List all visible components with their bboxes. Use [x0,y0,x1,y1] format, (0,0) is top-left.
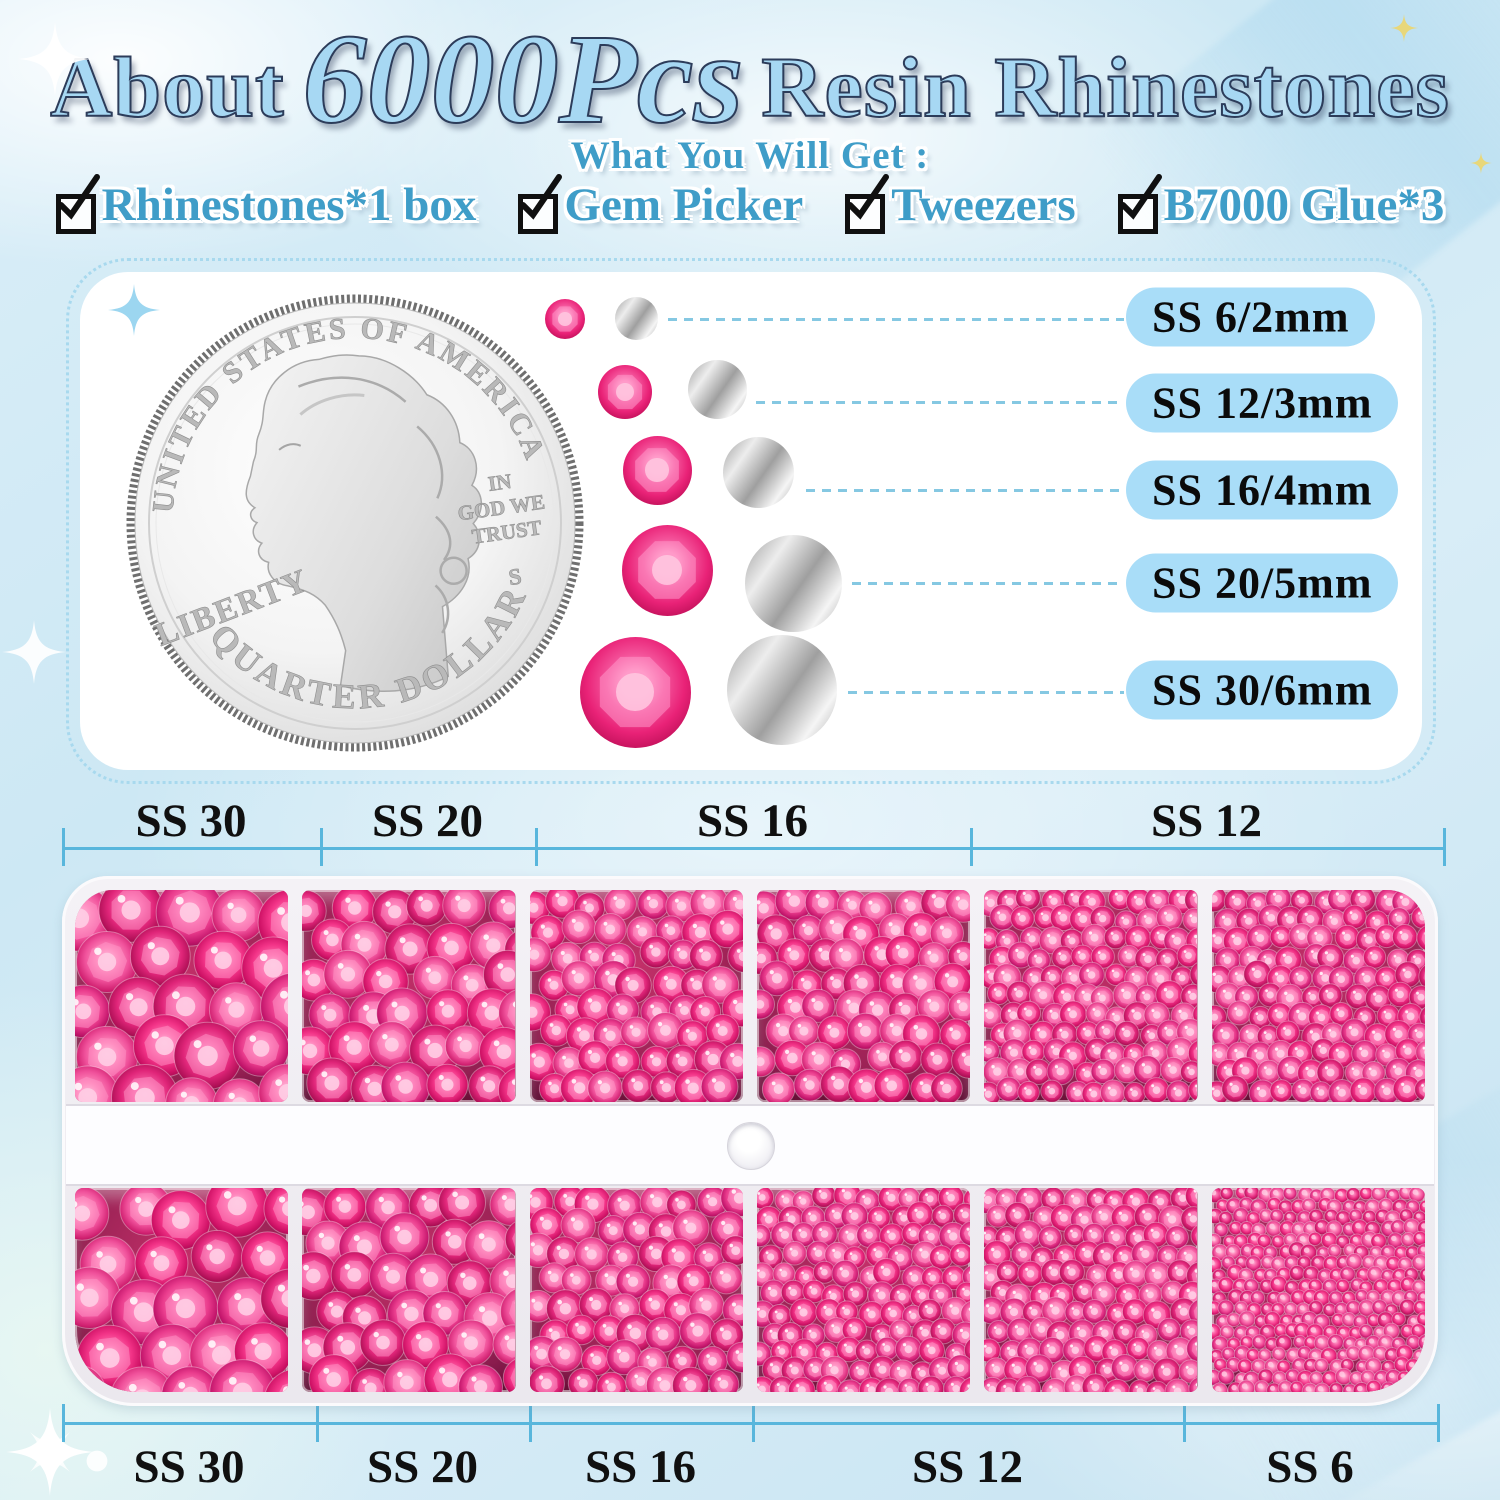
rhinestone-core [558,312,572,326]
size-group-label: SS 6 [1266,1441,1354,1493]
silver-disc [727,635,837,745]
coin-reeded-edge [126,294,584,752]
bracket-tick [1183,1404,1186,1442]
size-group-label: SS 12 [911,1441,1024,1493]
silver-disc [687,359,747,419]
bracket-tick [320,828,323,866]
pink-rhinestone [545,299,585,339]
size-group-label: SS 12 [1150,795,1263,847]
checkbox-icon [1117,174,1162,234]
bracket-tick [970,828,973,866]
size-group-label: SS 20 [371,795,484,847]
size-label-pill: SS 6/2mm [1126,287,1376,347]
bracket-line [62,847,1443,850]
checkbox-icon [55,174,100,234]
bracket-tick [1443,828,1446,866]
rhinestone-core [645,458,669,482]
tray-compartment-ss16 [529,1188,743,1392]
sparkle-icon [84,1448,110,1474]
size-label-pill: SS 16/4mm [1126,460,1399,520]
subtitle: What You Will Get : [570,134,930,177]
bracket-tick [62,1404,65,1442]
leader-line [756,401,1124,404]
leader-line [806,489,1124,492]
size-group-label: SS 16 [584,1441,697,1493]
silver-disc [614,296,658,340]
bracket-line [62,1422,1437,1425]
rhinestone-tray [62,876,1438,1406]
bracket-tick [752,1404,755,1442]
size-group-label: SS 30 [133,1441,245,1493]
leader-line [668,318,1124,321]
checklist-label: B7000 Glue*3 [1163,179,1445,231]
title-prefix: About [49,38,285,136]
size-label-pill: SS 12/3mm [1126,373,1399,433]
included-items-checklist: Rhinestones*1 box Gem Picker Tweezers B7000… [0,174,1500,234]
tray-compartment-ss12 [757,1188,971,1392]
rhinestone-core [615,382,635,402]
checkbox-icon [518,174,563,234]
bracket-tick [529,1404,532,1442]
divider-button [727,1122,775,1170]
leader-line [848,691,1124,694]
coin-mint-mark: S [507,563,523,590]
bracket-tick [316,1404,319,1442]
tray-compartment-ss16 [529,890,743,1102]
tray-compartment-ss16 [757,890,971,1102]
pink-rhinestone [621,524,713,616]
washington-profile [245,354,483,692]
pink-rhinestone [579,636,691,748]
tray-compartment-ss12 [984,1188,1198,1392]
quarter-coin: UNITED STATES OF AMERICA QUARTER DOLLAR … [120,285,590,758]
checklist-item: Gem Picker [518,174,804,234]
pink-rhinestone [598,365,652,419]
leader-line [852,582,1124,585]
tray-compartment-ss30 [75,1188,289,1392]
sparkle-icon [2,620,66,684]
title-suffix: Resin Rhinestones [760,38,1450,136]
rhinestone-core [651,554,683,586]
silver-disc [744,534,842,632]
tray-compartment-ss30 [75,890,289,1102]
tray-compartment-ss20 [302,890,516,1102]
bracket-tick [62,828,65,866]
bracket-tick [535,828,538,866]
title-highlight: 6000Pcs [302,7,745,151]
checklist-label: Rhinestones*1 box [101,179,477,231]
checklist-item: Tweezers [845,174,1076,234]
page-title: About 6000Pcs Resin Rhinestones [0,6,1500,153]
size-group-label: SS 16 [696,795,809,847]
checkbox-icon [845,174,890,234]
size-label-pill: SS 20/5mm [1126,553,1399,613]
size-group-label: SS 30 [135,795,247,847]
size-group-label: SS 20 [366,1441,479,1493]
checklist-label: Tweezers [891,179,1076,231]
rhinestone-core [616,673,654,711]
pink-rhinestone [622,435,692,505]
checklist-label: Gem Picker [564,179,804,231]
silver-disc [722,436,794,508]
tray-compartment-ss12 [1211,890,1425,1102]
bracket-tick [1437,1404,1440,1442]
svg-text:IN: IN [487,469,513,496]
tray-compartment-ss20 [302,1188,516,1392]
checklist-item: B7000 Glue*3 [1117,174,1445,234]
tray-compartment-ss12 [984,890,1198,1102]
tray-divider-strip [66,1106,1434,1184]
checklist-item: Rhinestones*1 box [55,174,477,234]
size-label-pill: SS 30/6mm [1126,660,1399,720]
tray-compartment-ss6 [1211,1188,1425,1392]
